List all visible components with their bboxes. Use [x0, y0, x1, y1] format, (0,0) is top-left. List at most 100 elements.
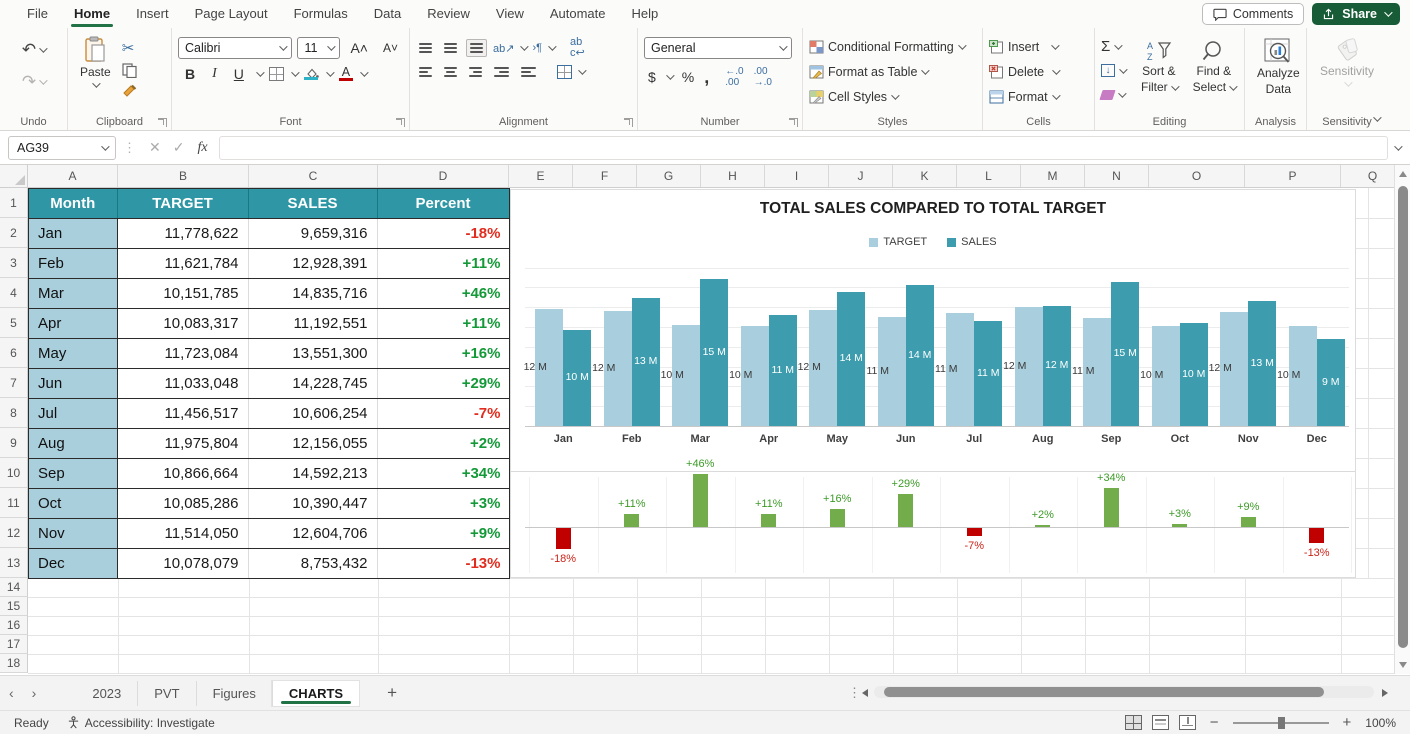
align-right-button[interactable]	[466, 64, 485, 80]
number-format-combo[interactable]: General	[644, 37, 792, 59]
font-size-combo[interactable]: 11	[297, 37, 340, 59]
cell-month[interactable]: Dec	[29, 549, 118, 578]
cell-sales[interactable]: 12,928,391	[249, 249, 378, 278]
row-header-18[interactable]: 18	[0, 654, 28, 673]
table-header-target[interactable]: TARGET	[118, 189, 249, 218]
cell-percent[interactable]: +9%	[378, 519, 509, 548]
decrease-decimal-button[interactable]: .00→.0	[754, 66, 772, 88]
menu-tab-review[interactable]: Review	[414, 0, 483, 28]
new-sheet-button[interactable]: +	[359, 683, 425, 703]
increase-decimal-button[interactable]: ←.0.00	[725, 66, 743, 88]
font-dialog-launcher[interactable]	[396, 118, 405, 127]
enter-icon[interactable]: ✓	[167, 139, 191, 156]
row-header-5[interactable]: 5	[0, 308, 28, 338]
merge-center-icon[interactable]	[557, 65, 572, 79]
sheet-cells[interactable]: MonthTARGETSALESPercentJan11,778,6229,65…	[28, 188, 1394, 674]
column-header-E[interactable]: E	[509, 165, 573, 187]
currency-button[interactable]: $	[648, 69, 656, 85]
row-header-7[interactable]: 7	[0, 368, 28, 398]
format-painter-icon[interactable]	[122, 84, 138, 98]
align-center-button[interactable]	[441, 64, 460, 80]
cell-month[interactable]: Jul	[29, 399, 118, 428]
align-left-button[interactable]	[416, 64, 435, 80]
decrease-font-button[interactable]: A˅	[378, 40, 403, 56]
cell-month[interactable]: Mar	[29, 279, 118, 308]
cell-target[interactable]: 11,033,048	[118, 369, 249, 398]
insert-cells-button[interactable]: Insert	[989, 36, 1058, 57]
bold-button[interactable]: B	[180, 65, 200, 83]
menu-tab-insert[interactable]: Insert	[123, 0, 182, 28]
percent-bar[interactable]	[1241, 517, 1256, 527]
row-header-4[interactable]: 4	[0, 278, 28, 308]
insert-function-icon[interactable]: fx	[190, 140, 214, 156]
cell-sales[interactable]: 10,390,447	[249, 489, 378, 518]
cell-month[interactable]: Jun	[29, 369, 118, 398]
cell-percent[interactable]: +2%	[378, 429, 509, 458]
column-header-N[interactable]: N	[1085, 165, 1149, 187]
cell-percent[interactable]: +3%	[378, 489, 509, 518]
select-all-corner[interactable]	[0, 165, 28, 188]
decrease-indent-button[interactable]	[491, 64, 512, 80]
column-header-I[interactable]: I	[765, 165, 829, 187]
percent-bar[interactable]	[830, 509, 845, 527]
cell-target[interactable]: 10,085,286	[118, 489, 249, 518]
cell-month[interactable]: Feb	[29, 249, 118, 278]
font-color-dropdown-icon[interactable]	[360, 68, 368, 76]
row-header-1[interactable]: 1	[0, 188, 28, 218]
fill-color-button[interactable]	[304, 68, 319, 81]
row-header-12[interactable]: 12	[0, 518, 28, 548]
percent-bar[interactable]	[761, 514, 776, 527]
percent-bar[interactable]	[1309, 528, 1324, 543]
row-header-8[interactable]: 8	[0, 398, 28, 428]
cell-month[interactable]: Nov	[29, 519, 118, 548]
cell-sales[interactable]: 14,228,745	[249, 369, 378, 398]
delete-cells-button[interactable]: Delete	[989, 61, 1058, 82]
cell-target[interactable]: 11,514,050	[118, 519, 249, 548]
cell-styles-button[interactable]: Cell Styles	[809, 86, 964, 107]
borders-icon[interactable]	[269, 67, 284, 81]
table-header-percent[interactable]: Percent	[378, 189, 509, 218]
fill-color-dropdown-icon[interactable]	[326, 68, 334, 76]
cell-target[interactable]: 11,621,784	[118, 249, 249, 278]
scroll-down-icon[interactable]	[1399, 662, 1407, 668]
menu-tab-data[interactable]: Data	[361, 0, 414, 28]
row-header-11[interactable]: 11	[0, 488, 28, 518]
column-header-H[interactable]: H	[701, 165, 765, 187]
row-header-13[interactable]: 13	[0, 548, 28, 578]
column-header-P[interactable]: P	[1245, 165, 1341, 187]
cell-sales[interactable]: 9,659,316	[249, 219, 378, 248]
row-header-10[interactable]: 10	[0, 458, 28, 488]
cell-percent[interactable]: +29%	[378, 369, 509, 398]
percent-bar[interactable]	[556, 528, 571, 549]
cell-sales[interactable]: 11,192,551	[249, 309, 378, 338]
hscroll-left-icon[interactable]	[862, 689, 868, 697]
percent-button[interactable]: %	[682, 69, 694, 85]
normal-view-button[interactable]	[1125, 715, 1142, 730]
cell-target[interactable]: 11,778,622	[118, 219, 249, 248]
middle-align-button[interactable]	[441, 40, 460, 56]
cell-sales[interactable]: 12,604,706	[249, 519, 378, 548]
column-header-D[interactable]: D	[378, 165, 509, 187]
column-header-G[interactable]: G	[637, 165, 701, 187]
sheet-nav-left-icon[interactable]: ‹	[0, 685, 23, 701]
expand-formula-bar-icon[interactable]	[1394, 142, 1402, 150]
column-header-B[interactable]: B	[118, 165, 249, 187]
menu-tab-page-layout[interactable]: Page Layout	[182, 0, 281, 28]
row-header-17[interactable]: 17	[0, 635, 28, 654]
formula-input[interactable]	[219, 136, 1388, 160]
cell-percent[interactable]: -18%	[378, 219, 509, 248]
cell-sales[interactable]: 12,156,055	[249, 429, 378, 458]
scroll-up-icon[interactable]	[1399, 171, 1407, 177]
table-header-month[interactable]: Month	[29, 189, 118, 218]
vertical-scrollbar[interactable]	[1394, 165, 1410, 674]
cell-percent[interactable]: -7%	[378, 399, 509, 428]
cell-percent[interactable]: +16%	[378, 339, 509, 368]
cell-percent[interactable]: +34%	[378, 459, 509, 488]
orientation-icon[interactable]: ab↗	[493, 42, 514, 55]
sheet-tab-charts[interactable]: CHARTS	[272, 681, 359, 706]
table-header-sales[interactable]: SALES	[249, 189, 378, 218]
increase-indent-button[interactable]	[518, 64, 539, 80]
top-align-button[interactable]	[416, 40, 435, 56]
underline-button[interactable]: U	[229, 65, 249, 83]
cell-month[interactable]: May	[29, 339, 118, 368]
